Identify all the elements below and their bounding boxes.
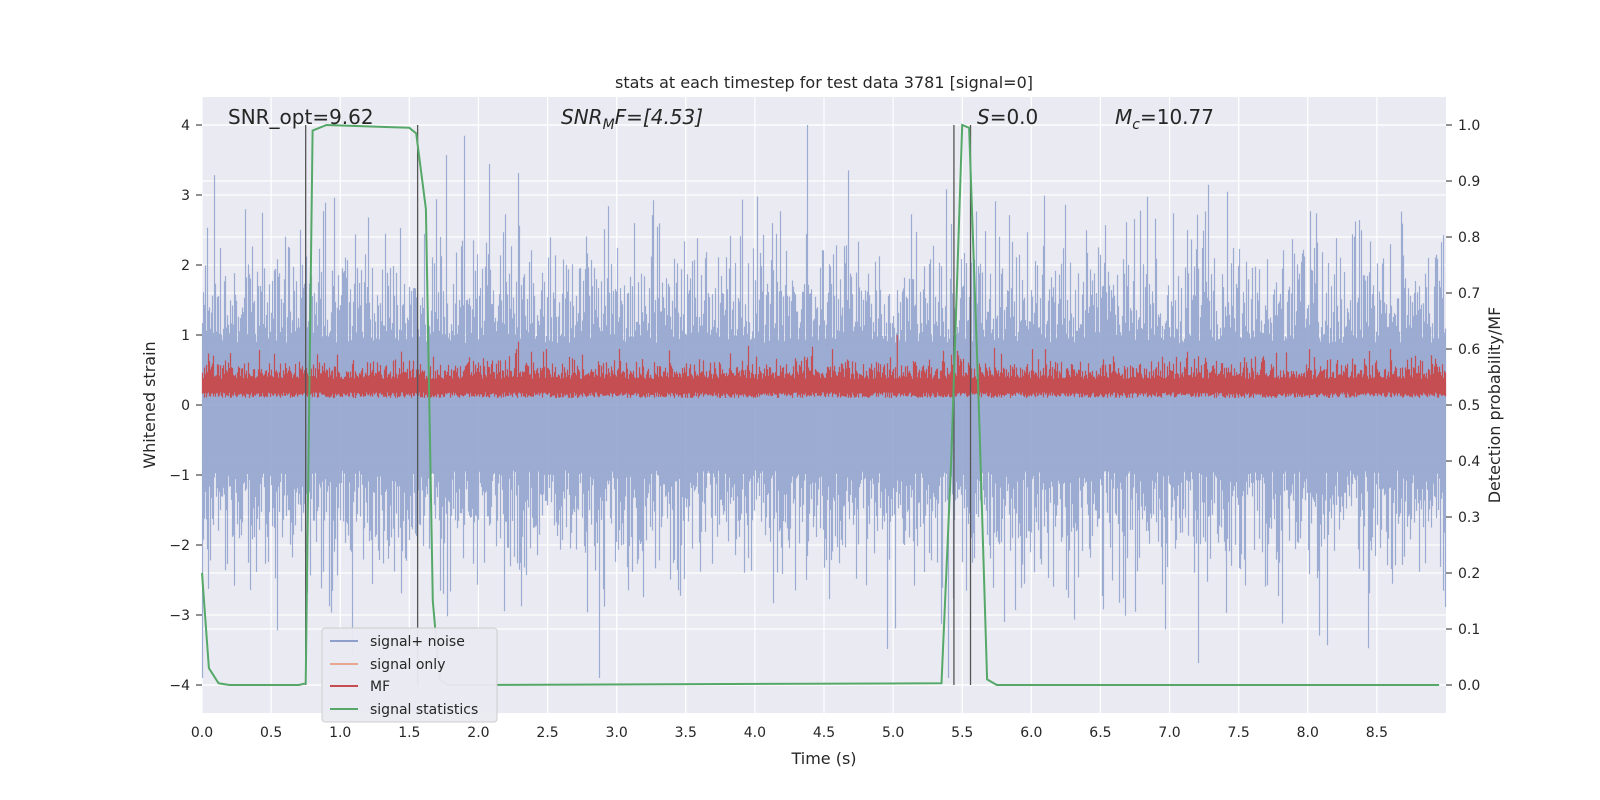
x-axis-ticks: 0.0 0.5 1.0 1.5 2.0 2.5 3.0 3.5 4.0 4.5 5.0 5.5 6.0 6… bbox=[191, 725, 1388, 741]
x-tick-label: 3.5 bbox=[675, 725, 697, 741]
x-tick-label: 5.0 bbox=[882, 725, 904, 741]
mc-subscript: c bbox=[1132, 117, 1140, 133]
right-y-tick-label: 0.7 bbox=[1458, 286, 1480, 302]
x-tick-label: 0.5 bbox=[260, 725, 282, 741]
legend-label-signal-only: signal only bbox=[370, 657, 445, 673]
x-tick-label: 7.5 bbox=[1228, 725, 1250, 741]
x-tick-label: 0.0 bbox=[191, 725, 213, 741]
mc-value: =10.77 bbox=[1140, 105, 1214, 129]
s-name: S bbox=[977, 105, 990, 129]
signal-noise-line bbox=[201, 125, 1447, 678]
right-y-tick-label: 0.6 bbox=[1458, 342, 1480, 358]
s-annotation: S=0.0 bbox=[977, 105, 1038, 129]
left-y-tick-label: 4 bbox=[181, 118, 190, 134]
x-tick-label: 8.0 bbox=[1297, 725, 1319, 741]
snr-mf-subscript: M bbox=[603, 117, 615, 133]
x-tick-label: 1.0 bbox=[329, 725, 351, 741]
left-y-tick-label: 1 bbox=[181, 328, 190, 344]
right-y-tick-label: 0.9 bbox=[1458, 174, 1480, 190]
x-tick-label: 6.5 bbox=[1089, 725, 1111, 741]
x-axis-title: Time (s) bbox=[790, 749, 856, 768]
s-value: =0.0 bbox=[990, 105, 1039, 129]
left-y-tick-label: −2 bbox=[169, 538, 190, 554]
left-y-tick-label: 3 bbox=[181, 188, 190, 204]
x-tick-label: 6.0 bbox=[1020, 725, 1042, 741]
x-tick-label: 7.0 bbox=[1158, 725, 1180, 741]
mf-series bbox=[201, 335, 1447, 398]
chart-title: stats at each timestep for test data 378… bbox=[615, 73, 1033, 92]
signal-noise-series bbox=[201, 125, 1447, 678]
legend-label-signal-statistics: signal statistics bbox=[370, 702, 478, 718]
snr-opt-annotation: SNR_opt=9.62 bbox=[228, 105, 374, 129]
mf-line bbox=[201, 335, 1447, 398]
mc-name: M bbox=[1115, 105, 1132, 129]
snr-mf-annotation: SNRMF=[4.53] bbox=[561, 105, 703, 133]
mc-annotation: Mc=10.77 bbox=[1115, 105, 1214, 133]
x-tick-label: 1.5 bbox=[398, 725, 420, 741]
left-y-tick-label: 2 bbox=[181, 258, 190, 274]
left-y-axis-title: Whitened strain bbox=[140, 341, 159, 468]
x-tick-label: 4.0 bbox=[744, 725, 766, 741]
x-tick-label: 5.5 bbox=[951, 725, 973, 741]
signal-statistics-line bbox=[201, 123, 1440, 686]
snr-mf-name: SNR bbox=[561, 105, 603, 129]
right-y-tick-label: 1.0 bbox=[1458, 118, 1480, 134]
legend-label-mf: MF bbox=[370, 679, 390, 695]
right-y-tick-label: 0.5 bbox=[1458, 398, 1480, 414]
x-tick-label: 8.5 bbox=[1366, 725, 1388, 741]
legend-label-signal-noise: signal+ noise bbox=[370, 634, 465, 650]
left-y-tick-label: −3 bbox=[169, 608, 190, 624]
right-y-axis-title: Detection probability/MF bbox=[1485, 307, 1504, 504]
left-y-axis-ticks: 4 3 2 1 0 −1 −2 −3 −4 bbox=[169, 118, 202, 694]
left-y-tick-label: −1 bbox=[169, 468, 190, 484]
right-y-tick-label: 0.3 bbox=[1458, 510, 1480, 526]
x-tick-label: 3.0 bbox=[606, 725, 628, 741]
x-tick-label: 2.0 bbox=[467, 725, 489, 741]
right-y-axis-ticks: 1.0 0.9 0.8 0.7 0.6 0.5 0.4 0.3 0.2 0.1 0.0 bbox=[1446, 118, 1480, 694]
right-y-tick-label: 0.1 bbox=[1458, 622, 1480, 638]
right-y-tick-label: 0.8 bbox=[1458, 230, 1480, 246]
right-y-tick-label: 0.4 bbox=[1458, 454, 1480, 470]
legend: signal+ noise signal only MF signal stat… bbox=[321, 627, 498, 723]
left-y-tick-label: −4 bbox=[169, 678, 190, 694]
legend-box bbox=[321, 627, 498, 723]
right-y-tick-label: 0.0 bbox=[1458, 678, 1480, 694]
x-tick-label: 4.5 bbox=[813, 725, 835, 741]
left-y-tick-label: 0 bbox=[181, 398, 190, 414]
signal-statistics-series bbox=[201, 123, 1440, 686]
snr-mf-value: F=[4.53] bbox=[615, 105, 703, 129]
x-tick-label: 2.5 bbox=[536, 725, 558, 741]
right-y-tick-label: 0.2 bbox=[1458, 566, 1480, 582]
